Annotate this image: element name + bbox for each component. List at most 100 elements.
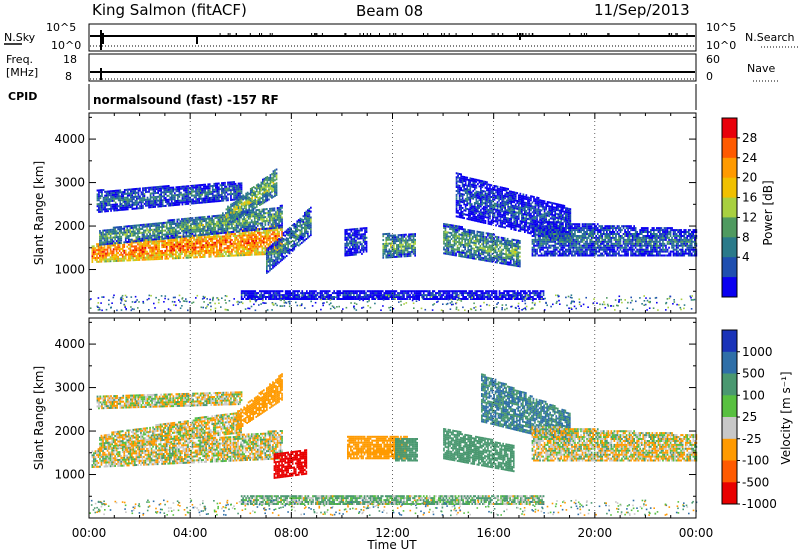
power-cell-band-5 (351, 242, 353, 244)
power-cell-band-2 (139, 188, 141, 190)
power-cell-band-0 (227, 239, 229, 241)
power-cell-band-7 (498, 244, 500, 246)
power-cell-band-2 (238, 194, 240, 196)
power-cell-band-1 (177, 234, 179, 236)
power-cell-band-3 (233, 216, 235, 218)
power-cell-band-4 (280, 258, 282, 260)
power-cell-band-7 (455, 249, 457, 251)
power-cell-band-5 (346, 233, 348, 235)
power-cell-band-1 (139, 230, 141, 232)
power-cell-band-1 (154, 223, 156, 225)
power-cell-band-1 (177, 227, 179, 229)
power-cell-band-6 (405, 234, 407, 236)
power-cell-band-1 (243, 230, 245, 232)
power-cell-band-1 (260, 217, 262, 219)
power-cell-band-0 (196, 252, 198, 254)
power-cell-band-0 (210, 240, 212, 242)
power-cell-band-0 (246, 238, 248, 240)
power-cell-band-3 (271, 197, 273, 199)
power-cell-band-4 (266, 260, 268, 262)
power-cell-band-4 (307, 233, 309, 235)
power-cell-band-0 (125, 254, 127, 256)
power-cell-band-1 (218, 221, 220, 223)
power-cell-band-8 (460, 215, 462, 217)
power-cell-band-1 (154, 231, 156, 233)
power-cell-band-1 (178, 226, 180, 228)
power-cell-band-0 (167, 240, 169, 242)
power-cell-band-2 (153, 186, 155, 188)
power-cell-band-0 (151, 241, 153, 243)
power-cell-band-1 (243, 228, 245, 230)
power-cell-band-2 (200, 186, 202, 188)
power-cell-band-6 (407, 239, 409, 241)
power-cell-band-2 (133, 198, 135, 200)
power-cell-band-2 (165, 197, 167, 199)
power-cell-band-0 (204, 240, 206, 242)
power-cell-band-0 (189, 243, 191, 245)
power-cell-band-7 (516, 239, 518, 241)
power-cell-band-0 (160, 250, 162, 252)
power-cell-band-2 (169, 205, 171, 207)
power-cell-band-2 (115, 209, 117, 211)
power-cell-band-2 (101, 191, 103, 193)
power-cell-band-1 (211, 223, 213, 225)
power-cell-band-2 (171, 197, 173, 199)
power-cell-band-0 (107, 258, 109, 260)
power-cell-band-1 (134, 240, 136, 242)
power-cell-band-2 (100, 207, 102, 209)
power-cell-band-2 (151, 189, 153, 191)
power-cell-band-0 (216, 236, 218, 238)
power-cell-band-1 (202, 216, 204, 218)
power-cell-band-0 (161, 242, 163, 244)
power-cell-band-1 (274, 213, 276, 215)
power-cell-band-0 (208, 256, 210, 258)
power-cell-band-2 (204, 184, 206, 186)
power-cell-band-1 (251, 216, 253, 218)
power-cell-band-4 (284, 247, 286, 249)
power-cell-band-2 (104, 201, 106, 203)
power-cell-band-6 (382, 245, 384, 247)
power-cell-band-7 (492, 257, 494, 259)
power-cell-band-7 (492, 261, 494, 263)
power-cell-band-1 (174, 235, 176, 237)
power-cell-band-2 (194, 196, 196, 198)
power-cell-band-1 (113, 227, 115, 229)
power-cell-band-2 (168, 189, 170, 191)
power-cell-band-1 (175, 236, 177, 238)
power-cell-band-2 (207, 193, 209, 195)
power-cell-band-0 (242, 244, 244, 246)
power-cell-band-1 (269, 218, 271, 220)
power-cell-band-0 (252, 250, 254, 252)
power-cell-band-2 (198, 190, 200, 192)
power-cell-band-4 (268, 261, 270, 263)
power-cell-band-0 (114, 248, 116, 250)
power-cell-band-4 (278, 262, 280, 264)
power-cell-band-2 (127, 208, 129, 210)
power-cell-band-0 (237, 235, 239, 237)
power-cell-band-1 (143, 226, 145, 228)
power-cell-band-1 (230, 227, 232, 229)
power-cell-band-0 (199, 250, 201, 252)
power-cell-band-2 (166, 189, 168, 191)
power-cell-band-1 (252, 223, 254, 225)
power-cell-band-1 (183, 236, 185, 238)
power-cell-band-1 (242, 222, 244, 224)
power-cell-band-1 (237, 225, 239, 227)
power-cell-band-0 (221, 238, 223, 240)
power-cell-band-3 (230, 204, 232, 206)
power-cell-band-1 (234, 229, 236, 231)
power-cell-band-0 (207, 244, 209, 246)
power-cell-band-3 (232, 215, 234, 217)
power-cell-band-0 (134, 249, 136, 251)
power-cell-band-3 (242, 195, 244, 197)
power-cell-band-4 (281, 245, 283, 247)
power-cell-band-1 (260, 213, 262, 215)
power-cell-band-1 (224, 224, 226, 226)
power-cell-band-6 (414, 241, 416, 243)
power-cell-band-0 (99, 249, 101, 251)
power-cell-band-0 (251, 234, 253, 236)
power-cell-band-8 (465, 208, 467, 210)
power-cell-band-6 (385, 243, 387, 245)
power-cell-band-4 (289, 237, 291, 239)
power-cell-band-0 (201, 256, 203, 258)
